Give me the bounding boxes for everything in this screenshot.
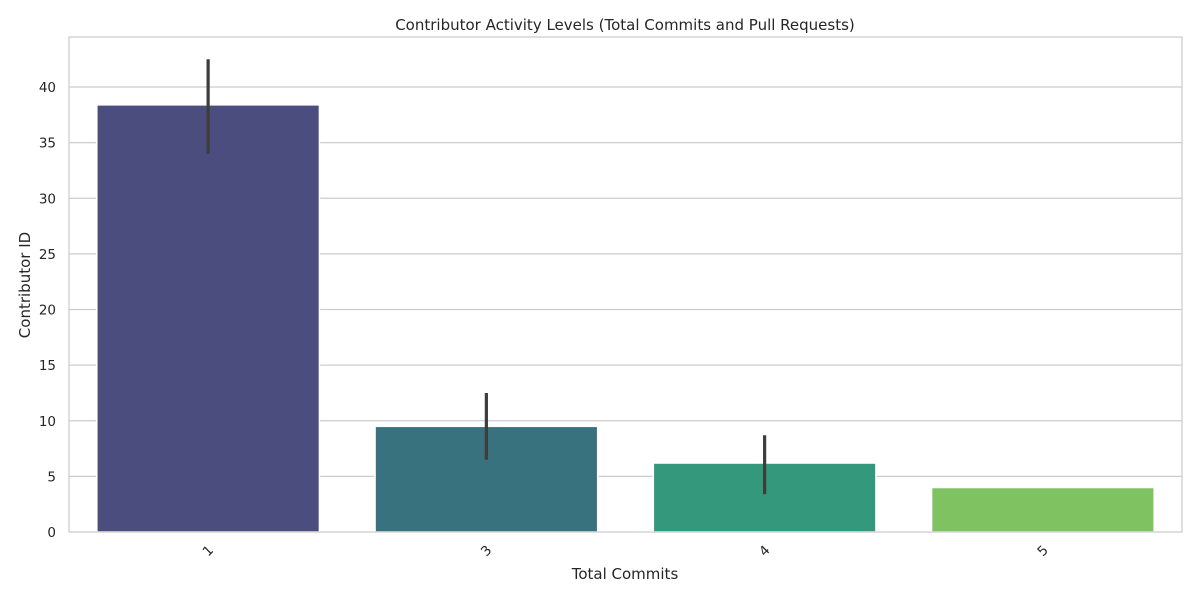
bar [96,104,321,533]
plot-frame [68,36,1183,533]
y-axis-title: Contributor ID [16,232,34,338]
bars [96,104,1155,533]
y-tick-label: 25 [39,247,56,263]
y-tick-label: 40 [39,80,56,96]
y-tick-label: 10 [39,414,56,430]
y-tick-label: 15 [39,358,56,374]
chart-title: Contributor Activity Levels (Total Commi… [395,16,855,34]
y-tick-labels: 0 5 10 15 20 25 30 35 40 [39,80,56,541]
x-axis-title: Total Commits [571,565,679,583]
y-tick-label: 5 [47,469,56,485]
y-tick-label: 20 [39,303,56,319]
bar [930,486,1155,533]
y-tick-label: 0 [47,525,56,541]
y-tick-label: 35 [39,136,56,152]
error-bars [206,59,767,495]
y-tick-label: 30 [39,191,56,207]
